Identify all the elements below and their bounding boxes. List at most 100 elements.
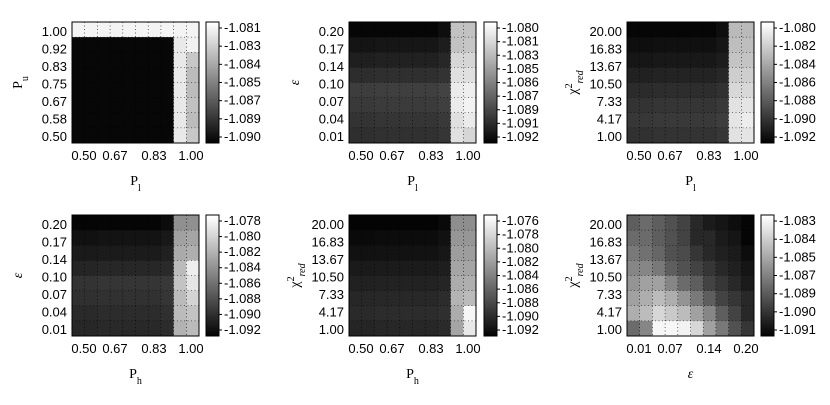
heatmap-cell <box>728 97 742 114</box>
colorbar-segment <box>484 325 497 329</box>
heatmap-cell <box>122 97 136 114</box>
heatmap-cell <box>665 215 679 231</box>
heatmap-cell <box>374 127 388 144</box>
colorbar-segment <box>484 289 497 293</box>
heatmap-cell <box>186 245 200 261</box>
colorbar: -1.083 -1.084 -1.085 -1.087 -1.089 -1.090 -1.0… <box>760 213 816 337</box>
heatmap-cell <box>425 82 439 99</box>
heatmap-cell <box>173 215 187 231</box>
colorbar-segment <box>761 253 774 256</box>
heatmap-cell <box>84 112 98 129</box>
x-tick-label: 0.50 <box>71 341 96 356</box>
heatmap-cell <box>437 37 451 53</box>
colorbar-segment <box>484 34 497 37</box>
heatmap-cell <box>412 245 426 261</box>
heatmap-cell <box>728 290 742 307</box>
heatmap-cell <box>639 22 653 38</box>
heatmap-cell <box>728 52 742 68</box>
colorbar-segment <box>206 217 219 220</box>
colorbar-segment <box>761 62 774 65</box>
heatmap-cell <box>627 82 641 99</box>
colorbar-segment <box>206 321 219 325</box>
heatmap-cell <box>173 230 187 246</box>
colorbar-segment <box>761 76 774 79</box>
x-tick-label: 0.83 <box>141 341 166 356</box>
heatmap-cell <box>97 320 111 337</box>
heatmap-cell <box>374 52 388 68</box>
colorbar-segment <box>484 72 497 75</box>
heatmap-cell <box>715 320 729 337</box>
heatmap-cell <box>690 112 704 129</box>
colorbar-segment <box>206 309 219 313</box>
heatmap-cell <box>160 320 174 337</box>
heatmap-cell <box>741 230 755 246</box>
heatmap-cell <box>361 290 375 307</box>
colorbar-segment <box>484 140 497 144</box>
heatmap-cell <box>148 230 162 246</box>
colorbar-tick-label: -1.091 <box>779 322 816 337</box>
heatmap-cell <box>703 22 717 38</box>
y-tick-label: 1.00 <box>597 129 622 144</box>
colorbar-tick-label: -1.084 <box>779 56 816 71</box>
heatmap-cell <box>728 127 742 144</box>
heatmap-cell <box>374 82 388 99</box>
colorbar-segment <box>484 301 497 305</box>
colorbar-segment <box>206 130 219 134</box>
x-tick-label: 0.50 <box>71 148 96 163</box>
plot-frame <box>626 214 755 337</box>
x-axis-label: Pl <box>685 174 696 194</box>
heatmap-cell <box>399 37 413 53</box>
heatmap-cell <box>97 67 111 83</box>
colorbar-tick-label: -1.085 <box>779 249 816 264</box>
heatmap-cell <box>72 245 86 261</box>
colorbar-segment <box>761 305 774 309</box>
heatmap-cell <box>652 260 666 276</box>
heatmap-cell <box>741 275 755 292</box>
colorbar-tick-label: -1.092 <box>502 322 539 337</box>
heatmap-cell <box>135 67 149 83</box>
colorbar-segment <box>484 233 497 236</box>
heatmap-cell <box>374 275 388 292</box>
heatmap-cell <box>703 52 717 68</box>
x-tick-label: 0.50 <box>348 148 373 163</box>
y-tick-label: 4.17 <box>319 305 344 320</box>
colorbar-segment <box>206 46 219 49</box>
heatmap-cell <box>665 320 679 337</box>
colorbar-segment <box>206 42 219 45</box>
colorbar-segment <box>761 317 774 321</box>
colorbar-segment <box>206 265 219 268</box>
x-tick-label: 0.67 <box>102 148 127 163</box>
heatmap-cell <box>728 275 742 292</box>
heatmap-cell <box>677 305 691 322</box>
heatmap-cell <box>677 97 691 114</box>
heatmap-cell <box>652 52 666 68</box>
y-tick-label: 7.33 <box>597 94 622 109</box>
colorbar-tick-label: -1.090 <box>779 111 816 126</box>
colorbar-segment <box>206 267 219 270</box>
colorbar-segment <box>206 315 219 319</box>
heatmap-cell <box>412 290 426 307</box>
colorbar-segment <box>761 331 774 335</box>
colorbar-tick-label: -1.090 <box>224 306 261 321</box>
colorbar-segment <box>484 293 497 297</box>
heatmap-cell <box>715 290 729 307</box>
y-tick-label: 13.67 <box>589 59 622 74</box>
heatmap-cell <box>135 52 149 68</box>
colorbar-segment <box>206 68 219 71</box>
colorbar-segment <box>761 241 774 244</box>
colorbar-segment <box>206 132 219 136</box>
heatmap-cell <box>160 127 174 144</box>
heatmap-cell <box>84 67 98 83</box>
colorbar-segment <box>484 297 497 301</box>
heatmap-cell <box>425 52 439 68</box>
colorbar-segment <box>761 34 774 37</box>
colorbar-segment <box>484 132 497 136</box>
heatmap-cell <box>160 82 174 99</box>
colorbar-segment <box>484 78 497 81</box>
colorbar-segment <box>484 251 497 254</box>
heatmap-cell <box>639 260 653 276</box>
colorbar-segment <box>206 333 219 337</box>
colorbar-segment <box>484 313 497 317</box>
colorbar-tick-label: -1.092 <box>224 322 261 337</box>
heatmap-cell <box>665 82 679 99</box>
